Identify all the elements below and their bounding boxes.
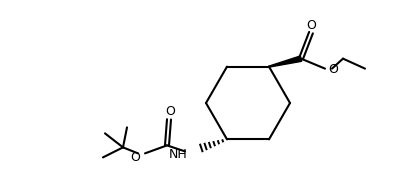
Text: O: O [328, 63, 338, 76]
Text: O: O [165, 105, 175, 118]
Text: O: O [130, 151, 140, 164]
Text: O: O [306, 19, 316, 32]
Polygon shape [269, 56, 302, 67]
Text: NH: NH [169, 148, 188, 161]
